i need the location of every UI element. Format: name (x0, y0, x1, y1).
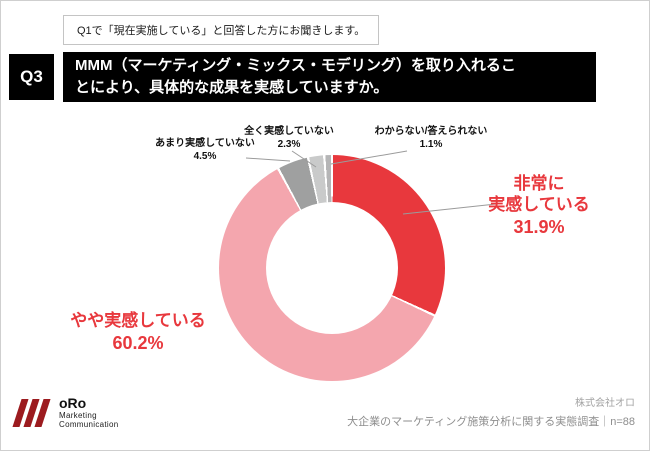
oro-logo: oRo Marketing Communication (12, 395, 119, 430)
label-very: 非常に 実感している 31.9% (469, 173, 609, 238)
label-unknown-text: わからない/答えられない (374, 126, 488, 137)
label-not-much: あまり実感していない 4.5% (149, 137, 261, 163)
label-unknown: わからない/答えられない 1.1% (361, 125, 501, 151)
oro-logo-textblock: oRo Marketing Communication (59, 395, 119, 430)
logo-sub-marketing: Marketing (59, 411, 97, 420)
logo-name: oRo (59, 395, 87, 411)
label-very-text: 非常に 実感している (488, 174, 590, 214)
label-very-pct: 31.9% (513, 217, 565, 237)
question-number-badge: Q3 (9, 54, 54, 100)
question-text: MMM（マーケティング・ミックス・モデリング）を取り入れることにより、具体的な成… (75, 57, 516, 96)
label-somewhat-pct: 60.2% (112, 333, 164, 353)
label-not-much-pct: 4.5% (193, 151, 217, 162)
label-none: 全く実感していない 2.3% (239, 125, 339, 151)
label-somewhat-text: やや実感している (70, 311, 206, 330)
label-not-much-text: あまり実感していない (155, 138, 255, 149)
label-somewhat: やや実感している 60.2% (53, 310, 223, 354)
company-name: 株式会社オロ (575, 398, 635, 409)
logo-sub-communication: Communication (59, 420, 119, 429)
label-none-text: 全く実感していない (244, 126, 334, 137)
survey-note: Q1で「現在実施している」と回答した方にお聞きします。 (63, 15, 380, 45)
footer-credit: 株式会社オロ 大企業のマーケティング施策分析に関する実態調査｜n=88 (347, 394, 635, 429)
label-none-pct: 2.3% (277, 139, 301, 150)
question-banner: MMM（マーケティング・ミックス・モデリング）を取り入れることにより、具体的な成… (63, 52, 596, 102)
survey-note-text: Q1で「現在実施している」と回答した方にお聞きします。 (77, 25, 366, 37)
oro-logo-icon (12, 398, 51, 427)
survey-source: 大企業のマーケティング施策分析に関する実態調査｜n=88 (347, 416, 635, 428)
donut-hole (266, 202, 398, 334)
label-unknown-pct: 1.1% (419, 139, 443, 150)
